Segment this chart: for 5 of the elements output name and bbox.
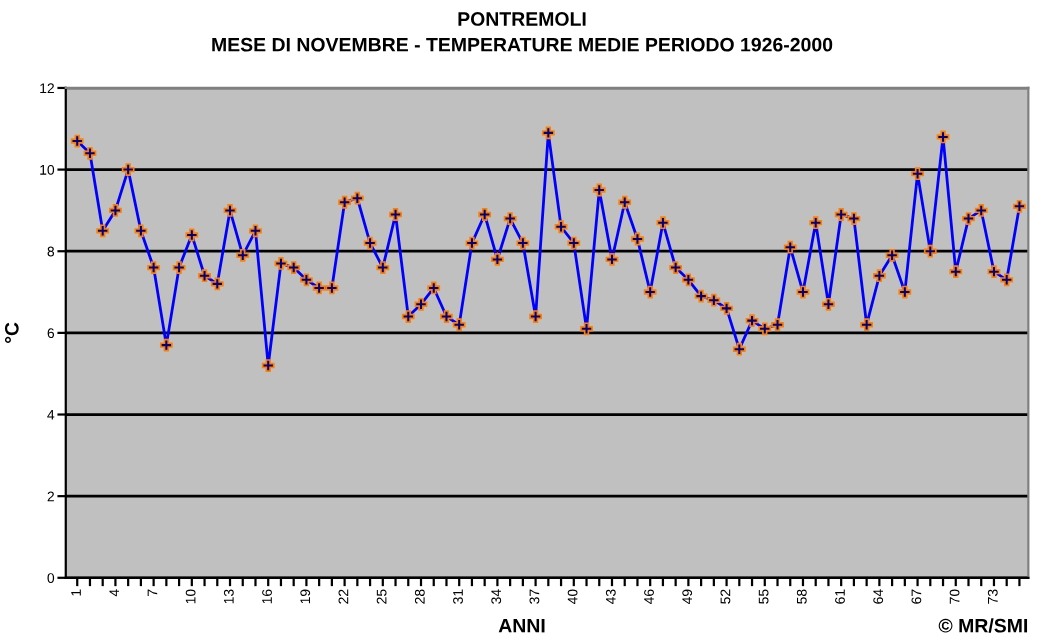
chart-subtitle: MESE DI NOVEMBRE - TEMPERATURE MEDIE PERIODO 1926-2000 — [212, 37, 833, 52]
chart-title: PONTREMOLI — [458, 12, 586, 26]
y-axis-title: °C — [4, 322, 19, 343]
x-axis-title: ANNI — [498, 618, 545, 633]
text: © MR/SMI — [938, 618, 1028, 633]
